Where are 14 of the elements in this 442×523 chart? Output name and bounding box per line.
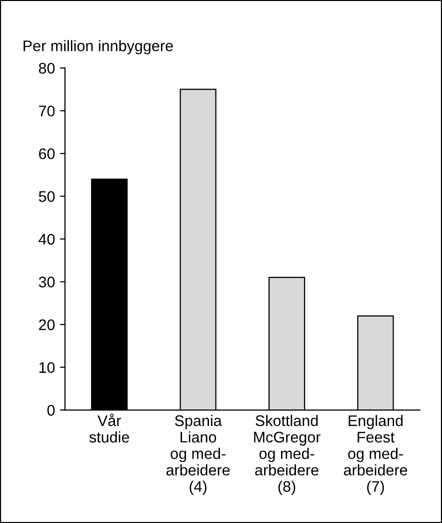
- x-tick-label: Skottland McGregor og med- arbeidere (8): [254, 414, 321, 495]
- y-tick-label: 20: [39, 319, 55, 330]
- y-tick-label: 80: [38, 62, 55, 74]
- x-tick-label: Spania Liano og med- arbeidere (4): [166, 414, 230, 495]
- y-tick-label: 30: [38, 276, 55, 288]
- y-tick-label: 70: [39, 106, 55, 116]
- y-tick-label: 0: [47, 404, 55, 416]
- y-tick-label: 40: [38, 234, 55, 245]
- x-tick-label: Vår studie: [89, 414, 130, 443]
- y-tick-label: 50: [38, 191, 55, 202]
- x-tick-label: England Feest og med- arbeidere (7): [344, 414, 408, 495]
- y-axis-title: Per million innbyggere: [24, 40, 173, 54]
- y-tick-label: 10: [39, 362, 55, 373]
- y-tick-label: 60: [39, 148, 55, 160]
